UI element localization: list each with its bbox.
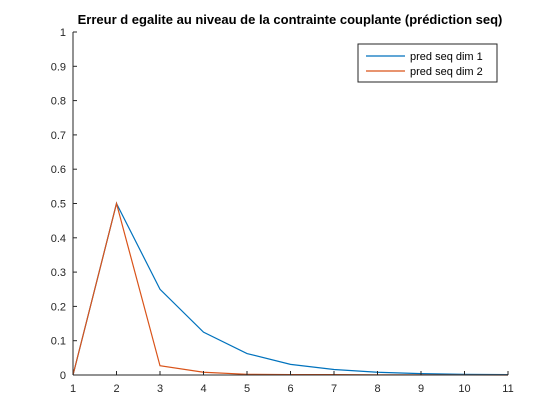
x-tick-label: 5 <box>244 383 250 395</box>
x-tick-label: 6 <box>287 383 293 395</box>
y-tick-label: 0.8 <box>51 96 66 108</box>
plot-area <box>73 32 508 375</box>
legend-label-2: pred seq dim 2 <box>410 66 483 78</box>
y-tick-label: 0.9 <box>51 61 66 73</box>
chart-title: Erreur d egalite au niveau de la contrai… <box>78 12 503 27</box>
axes: 1 2 3 4 5 6 7 8 9 10 11 0 0.1 0.2 0.3 0.4 0.5 0.6 0.7 0.8 0.… <box>51 27 514 395</box>
x-tick-label: 4 <box>200 383 206 395</box>
y-tick-label: 0.1 <box>51 336 66 348</box>
x-tick-label: 9 <box>418 383 424 395</box>
x-tick-label: 7 <box>331 383 337 395</box>
x-tick-label: 10 <box>458 383 470 395</box>
y-tick-label: 0.6 <box>51 164 66 176</box>
y-tick-label: 0.4 <box>51 233 66 245</box>
x-tick-label: 1 <box>70 383 76 395</box>
y-tick-label: 0.2 <box>51 301 66 313</box>
y-tick-label: 0.3 <box>51 267 66 279</box>
x-tick-label: 11 <box>502 383 513 395</box>
legend: pred seq dim 1 pred seq dim 2 <box>357 43 498 83</box>
legend-box <box>357 43 498 83</box>
y-tick-label: 1 <box>60 27 66 39</box>
y-tick-label: 0.7 <box>51 130 66 142</box>
y-tick-label: 0.5 <box>51 199 66 211</box>
legend-label-1: pred seq dim 1 <box>410 51 483 63</box>
x-tick-label: 2 <box>113 383 119 395</box>
series-line-1 <box>72 201 509 376</box>
y-tick-label: 0 <box>60 370 66 382</box>
x-tick-label: 3 <box>157 383 163 395</box>
x-tick-label: 8 <box>374 383 380 395</box>
